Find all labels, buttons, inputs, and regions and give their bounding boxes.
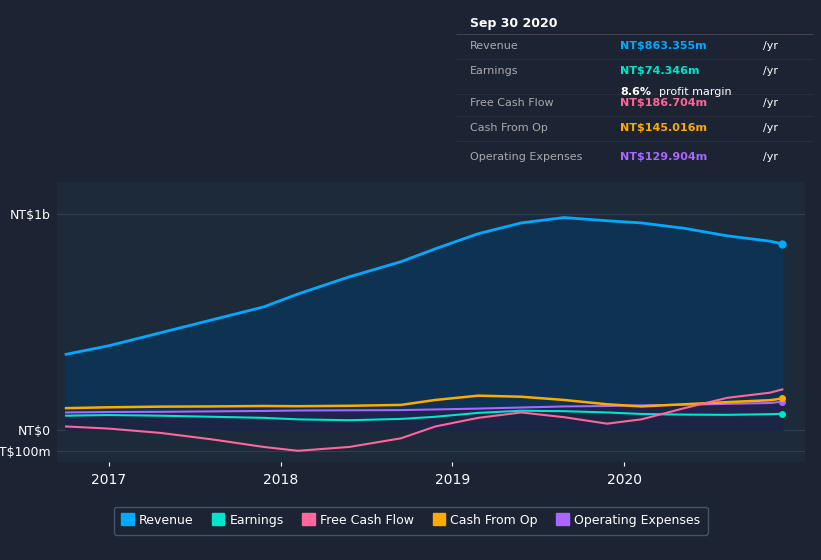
Text: /yr: /yr xyxy=(763,98,777,108)
Text: Free Cash Flow: Free Cash Flow xyxy=(470,98,553,108)
Text: /yr: /yr xyxy=(763,66,777,76)
Text: /yr: /yr xyxy=(763,123,777,133)
Text: Revenue: Revenue xyxy=(470,41,519,50)
Text: NT$74.346m: NT$74.346m xyxy=(620,66,699,76)
Text: Sep 30 2020: Sep 30 2020 xyxy=(470,17,557,30)
Text: 8.6%: 8.6% xyxy=(620,87,651,97)
Text: NT$129.904m: NT$129.904m xyxy=(620,152,707,162)
Text: profit margin: profit margin xyxy=(659,87,732,97)
Text: /yr: /yr xyxy=(763,152,777,162)
Text: /yr: /yr xyxy=(763,41,777,50)
Text: Operating Expenses: Operating Expenses xyxy=(470,152,582,162)
Text: Cash From Op: Cash From Op xyxy=(470,123,548,133)
Text: Earnings: Earnings xyxy=(470,66,518,76)
Legend: Revenue, Earnings, Free Cash Flow, Cash From Op, Operating Expenses: Revenue, Earnings, Free Cash Flow, Cash … xyxy=(113,507,708,535)
Text: NT$863.355m: NT$863.355m xyxy=(620,41,707,50)
Text: NT$145.016m: NT$145.016m xyxy=(620,123,707,133)
Text: NT$186.704m: NT$186.704m xyxy=(620,98,707,108)
